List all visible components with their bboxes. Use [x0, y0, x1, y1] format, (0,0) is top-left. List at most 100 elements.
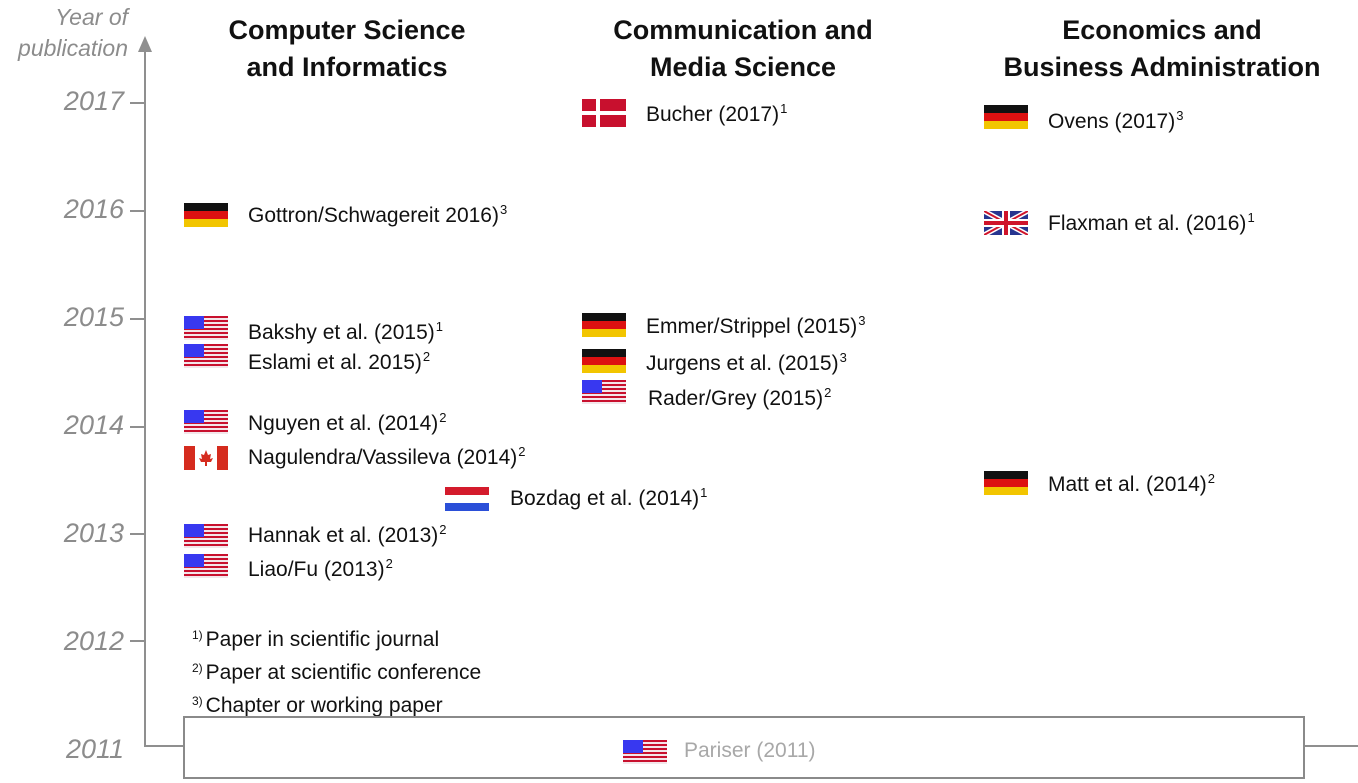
entry-label: Flaxman et al. (2016): [1048, 212, 1247, 235]
legend-text: Chapter or working paper: [205, 694, 443, 717]
year-label: 2014: [63, 410, 124, 440]
entry-footnote: 3: [499, 202, 508, 217]
germany-flag-icon: [184, 203, 228, 227]
entry-label: Jurgens et al. (2015): [646, 352, 839, 375]
publication-entry: Gottron/Schwagereit 2016)3: [248, 202, 507, 228]
publication-entry: Nguyen et al. (2014)2: [248, 410, 447, 436]
column-heading-line: Economics and: [1062, 15, 1262, 45]
entry-label: Matt et al. (2014): [1048, 473, 1207, 496]
legend-number: 3): [192, 694, 203, 708]
entry-label: Bucher (2017): [646, 103, 780, 126]
entry-label: Gottron/Schwagereit 2016): [248, 204, 499, 227]
column-heading-line: Communication and: [613, 15, 873, 45]
entry-footnote: 1: [1247, 210, 1255, 225]
entry-label: Nguyen et al. (2014): [248, 412, 439, 435]
year-label: 2011: [65, 734, 124, 764]
canada-flag-icon: [184, 446, 228, 470]
entry-footnote: 2: [422, 349, 431, 364]
publication-entry: Bozdag et al. (2014)1: [510, 485, 707, 511]
germany-flag-icon: [984, 105, 1028, 129]
entry-label: Bakshy et al. (2015): [248, 321, 435, 344]
year-label: 2013: [63, 518, 124, 548]
entry-label: Rader/Grey (2015): [648, 387, 824, 410]
publication-entry: Jurgens et al. (2015)3: [646, 350, 847, 376]
footer-box: [183, 716, 1305, 779]
entry-label: Bozdag et al. (2014): [510, 487, 700, 510]
entry-footnote: 1: [435, 319, 443, 334]
entry-label: Ovens (2017): [1048, 110, 1176, 133]
column-heading-line: Media Science: [649, 52, 837, 82]
publication-entry: Emmer/Strippel (2015)3: [646, 313, 865, 339]
year-label: 2017: [63, 86, 124, 116]
column-heading-communication: Communication and Media Science: [560, 12, 926, 86]
tick-2015: [130, 318, 144, 320]
year-label: 2015: [63, 302, 124, 332]
entry-footnote: 3: [858, 313, 866, 328]
tick-2012: [130, 640, 144, 642]
legend-number: 1): [192, 628, 203, 642]
publication-entry: Flaxman et al. (2016)1: [1048, 210, 1255, 236]
legend-item: 3) Chapter or working paper: [192, 687, 481, 720]
publication-entry: Hannak et al. (2013)2: [248, 522, 447, 548]
column-heading-line: and Informatics: [246, 52, 448, 82]
column-heading-economics: Economics and Business Administration: [968, 12, 1356, 86]
usa-flag-icon: [184, 410, 228, 434]
usa-flag-icon: [184, 524, 228, 548]
year-label: 2016: [63, 194, 124, 224]
column-heading-line: Business Administration: [1003, 52, 1321, 82]
footer-entry: Pariser (2011): [684, 739, 816, 762]
legend-number: 2): [192, 661, 203, 675]
publication-entry: Matt et al. (2014)2: [1048, 471, 1215, 497]
entry-footnote: 2: [439, 410, 447, 425]
germany-flag-icon: [582, 313, 626, 337]
column-heading-computer-science: Computer Science and Informatics: [180, 12, 514, 86]
legend-item: 1) Paper in scientific journal: [192, 621, 481, 654]
usa-flag-icon: [623, 740, 667, 764]
entry-footnote: 1: [780, 101, 788, 116]
legend-text: Paper in scientific journal: [205, 628, 440, 651]
entry-footnote: 2: [824, 385, 832, 400]
germany-flag-icon: [984, 471, 1028, 495]
entry-footnote: 1: [700, 485, 708, 500]
tick-2017: [130, 102, 144, 104]
usa-flag-icon: [582, 380, 626, 404]
entry-label: Nagulendra/Vassileva (2014): [248, 446, 518, 469]
legend-item: 2) Paper at scientific conference: [192, 654, 481, 687]
year-label: 2012: [63, 626, 124, 656]
publication-entry: Bucher (2017)1: [646, 101, 787, 127]
denmark-flag-icon: [582, 99, 626, 127]
publication-entry: Liao/Fu (2013)2: [248, 556, 393, 582]
entry-label: Hannak et al. (2013): [248, 524, 439, 547]
netherlands-flag-icon: [445, 487, 489, 511]
publication-entry: Rader/Grey (2015)2: [648, 385, 831, 411]
publication-entry: Ovens (2017)3: [1048, 108, 1183, 134]
entry-footnote: 2: [439, 522, 447, 537]
footnote-legend: 1) Paper in scientific journal 2) Paper at…: [192, 621, 481, 720]
axis-title-line2: publication: [18, 35, 128, 61]
entry-footnote: 2: [518, 444, 526, 459]
tick-2016: [130, 210, 144, 212]
entry-footnote: 3: [839, 350, 847, 365]
entry-label: Eslami et al. 2015): [248, 351, 422, 374]
legend-text: Paper at scientific conference: [205, 661, 482, 684]
publication-entry: Bakshy et al. (2015)1: [248, 319, 443, 345]
tick-2014: [130, 426, 144, 428]
entry-footnote: 3: [1176, 108, 1184, 123]
usa-flag-icon: [184, 554, 228, 578]
publication-entry: Eslami et al. 2015)2: [248, 349, 430, 375]
entry-label: Emmer/Strippel (2015): [646, 315, 858, 338]
column-heading-line: Computer Science: [228, 15, 466, 45]
germany-flag-icon: [582, 349, 626, 373]
usa-flag-icon: [184, 344, 228, 368]
entry-footnote: 2: [385, 556, 393, 571]
publication-entry: Nagulendra/Vassileva (2014)2: [248, 444, 526, 470]
usa-flag-icon: [184, 316, 228, 340]
axis-arrow-icon: [138, 36, 152, 52]
entry-footnote: 2: [1207, 471, 1215, 486]
uk-flag-icon: [984, 211, 1028, 235]
axis-title: Year of publication: [0, 2, 128, 64]
year-axis-line: [144, 46, 146, 747]
tick-2013: [130, 533, 144, 535]
axis-title-line1: Year of: [55, 4, 128, 30]
entry-label: Liao/Fu (2013): [248, 558, 385, 581]
